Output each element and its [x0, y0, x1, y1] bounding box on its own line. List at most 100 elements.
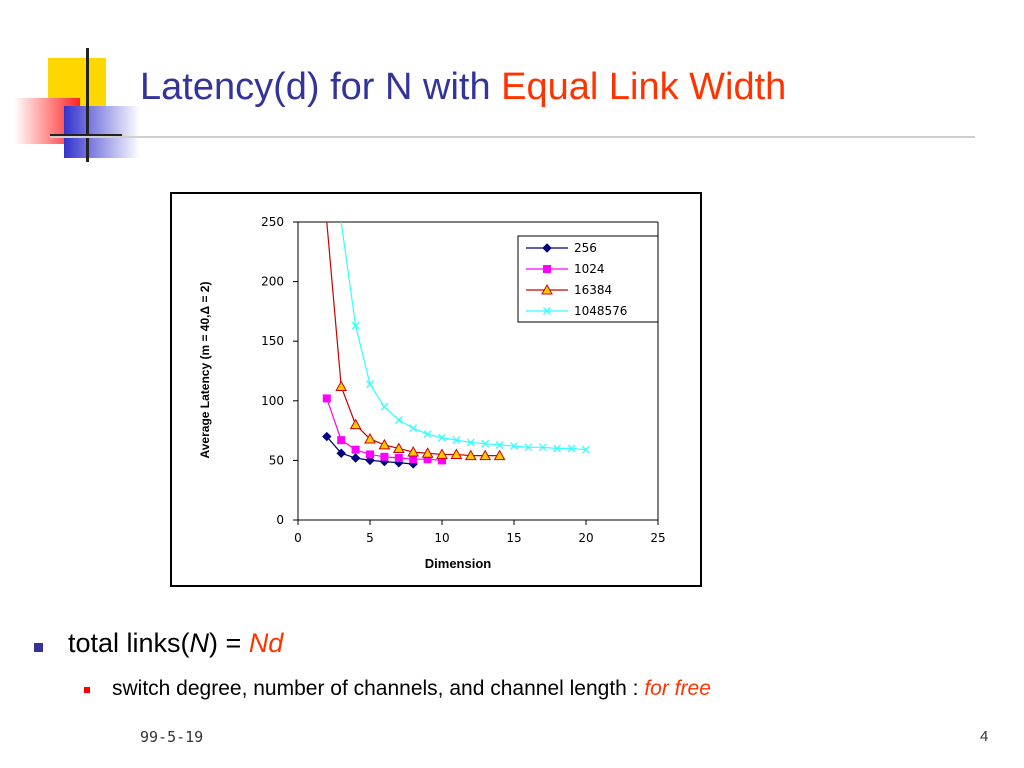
data-point-stroke — [380, 402, 389, 411]
data-point — [524, 443, 533, 452]
data-point — [335, 380, 348, 391]
data-point — [380, 402, 389, 411]
data-point — [378, 438, 391, 450]
series-line — [326, 398, 443, 461]
y-tick-label: 0 — [276, 513, 284, 527]
data-point-stroke — [495, 440, 504, 449]
data-point — [543, 265, 551, 273]
data-point — [541, 283, 553, 295]
data-point — [409, 455, 418, 464]
legend-label: 1048576 — [574, 304, 627, 318]
data-point-stroke — [394, 415, 403, 424]
data-point — [466, 438, 475, 447]
title-divider — [50, 136, 975, 138]
data-point — [567, 444, 576, 453]
data-point — [392, 442, 405, 453]
chart-axes: 0 50 100 150 200 250 0 5 10 15 20 25 — [261, 215, 666, 545]
footer-date: 99-5-19 — [140, 728, 204, 746]
data-point-stroke — [481, 439, 490, 448]
data-point-stroke — [510, 442, 518, 451]
data-point — [349, 418, 362, 430]
bullet1-mid: ) = — [209, 628, 249, 658]
data-point-stroke — [524, 443, 533, 452]
data-point — [436, 448, 448, 459]
data-point — [438, 433, 446, 442]
latency-chart: 0 50 100 150 200 250 0 5 10 15 20 25 256 1024 16384 10… — [198, 215, 666, 571]
data-point-stroke — [409, 424, 418, 433]
data-point — [366, 380, 374, 389]
data-point — [364, 432, 376, 444]
sub-bullet-switch-degree: switch degree, number of channels, and c… — [112, 677, 711, 701]
data-point-stroke — [423, 430, 432, 439]
data-point — [479, 449, 492, 461]
data-point — [394, 415, 403, 424]
data-point-stroke — [466, 438, 475, 447]
page-number: 4 — [980, 728, 989, 745]
bullet1-prefix: total links( — [68, 628, 190, 658]
data-point — [322, 394, 331, 403]
data-point — [510, 442, 518, 451]
data-point — [407, 446, 420, 457]
data-point-stroke — [452, 436, 461, 445]
page-title: Latency(d) for N with Equal Link Width — [140, 66, 786, 109]
data-point — [464, 449, 477, 461]
y-tick-label: 250 — [261, 215, 284, 229]
bullet1-var: N — [189, 628, 210, 658]
data-point — [380, 452, 389, 461]
data-point — [394, 454, 403, 463]
title-accent: Equal Link Width — [501, 66, 787, 108]
bullet-total-links: total links(N) = Nd — [68, 628, 283, 659]
decor-blue-square — [64, 106, 140, 158]
y-tick-label: 100 — [261, 394, 284, 408]
y-tick-label: 150 — [261, 334, 284, 348]
chart-legend: 256 1024 16384 1048576 — [517, 235, 659, 323]
x-tick-label: 25 — [650, 531, 665, 545]
data-point — [542, 243, 552, 253]
data-point-stroke — [543, 307, 551, 315]
series-line — [340, 221, 587, 451]
data-point-stroke — [538, 443, 547, 452]
data-point — [409, 424, 418, 433]
data-point — [481, 439, 490, 448]
series-1024 — [322, 394, 446, 465]
y-axis-label: Average Latency (m = 40,Δ = 2) — [198, 282, 212, 459]
data-point-stroke — [366, 380, 374, 389]
decor-horizontal-line — [50, 134, 122, 137]
chart-frame: 0 50 100 150 200 250 0 5 10 15 20 25 256 1024 16384 10… — [170, 192, 702, 587]
x-tick-label: 0 — [294, 531, 302, 545]
x-tick-label: 10 — [434, 531, 449, 545]
data-point-stroke — [351, 321, 360, 330]
data-point — [543, 307, 551, 315]
legend-entry-16384: 16384 — [526, 283, 612, 297]
data-point-stroke — [567, 444, 576, 453]
data-point — [553, 444, 562, 453]
bullet2-accent: for free — [644, 677, 711, 700]
x-tick-label: 15 — [506, 531, 521, 545]
data-point — [450, 448, 463, 459]
y-tick-label: 200 — [261, 275, 284, 289]
sub-bullet-marker — [84, 687, 90, 693]
decor-vertical-line — [86, 48, 89, 162]
series-1048576 — [340, 221, 590, 454]
legend-entry-1024: 1024 — [526, 262, 605, 276]
bullet-marker — [34, 643, 43, 652]
data-point — [452, 436, 461, 445]
data-point — [336, 448, 346, 458]
bullet2-text: switch degree, number of channels, and c… — [112, 677, 645, 700]
y-tick-label: 50 — [269, 453, 284, 467]
legend-label: 16384 — [574, 283, 612, 297]
data-point — [351, 321, 360, 330]
x-axis-label: Dimension — [425, 556, 492, 571]
title-main: Latency(d) for N with — [140, 66, 502, 108]
data-point — [495, 440, 504, 449]
data-point — [421, 447, 434, 458]
data-point — [351, 445, 360, 454]
data-point — [538, 443, 547, 452]
data-point-stroke — [438, 433, 446, 442]
data-point — [350, 453, 361, 463]
series-line — [326, 221, 500, 457]
data-point — [322, 431, 332, 442]
legend-box — [517, 235, 659, 323]
data-point-stroke — [553, 444, 562, 453]
data-point — [493, 449, 506, 461]
